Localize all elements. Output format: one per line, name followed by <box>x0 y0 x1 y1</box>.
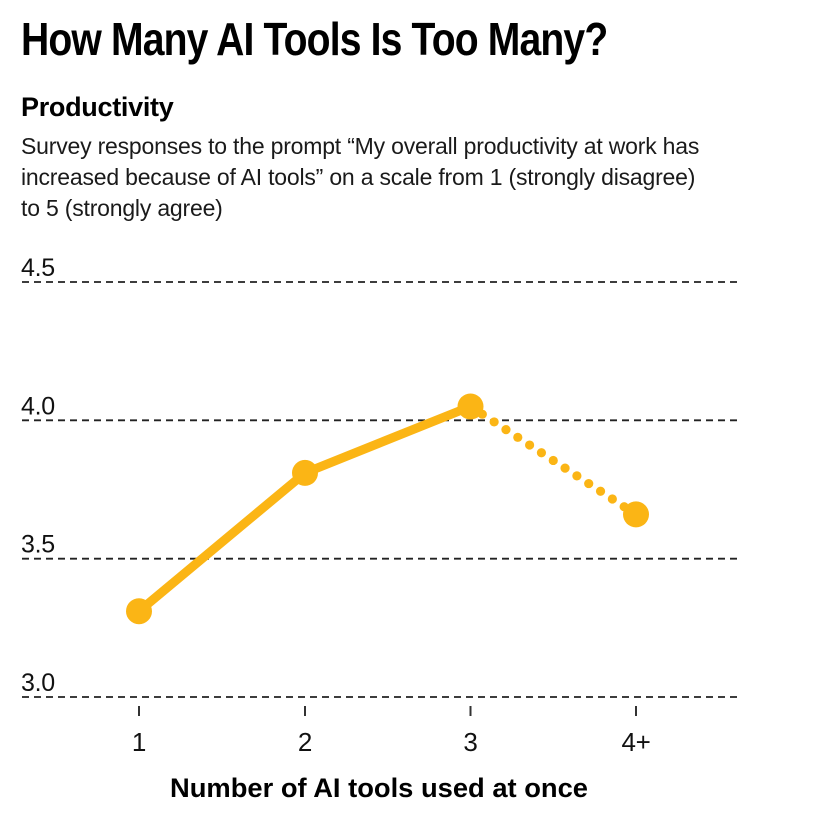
chart-subtitle: Productivity <box>21 92 174 122</box>
description-line: Survey responses to the prompt “My overa… <box>21 133 700 159</box>
line-series-solid <box>134 402 475 616</box>
dotted-segment-dot <box>525 440 535 450</box>
x-axis-title: Number of AI tools used at once <box>170 773 588 803</box>
dotted-segment-dot <box>513 432 523 442</box>
line-chart: 4.5 4.0 3.5 3.0 1 2 3 4+ Number of AI tools used… <box>21 254 737 803</box>
chart-description: Survey responses to the prompt “My overa… <box>21 131 699 224</box>
dotted-segment-dot <box>501 425 511 435</box>
data-point <box>126 598 152 625</box>
dotted-segment-dot <box>584 478 594 489</box>
y-tick-label: 4.5 <box>21 254 55 282</box>
description-line: increased because of AI tools” on a scal… <box>21 164 696 190</box>
y-tick-label: 3.5 <box>21 531 55 559</box>
page-title: How Many AI Tools Is Too Many? <box>21 13 608 65</box>
dotted-segment-dot <box>489 417 499 427</box>
data-point <box>292 459 318 486</box>
dotted-segment-dot <box>607 494 617 504</box>
x-tick-label: 1 <box>132 727 146 757</box>
dotted-segment-dot <box>572 471 582 481</box>
description-line: to 5 (strongly agree) <box>21 195 223 221</box>
y-tick-label: 4.0 <box>21 392 55 420</box>
plot-area: 4.5 4.0 3.5 3.0 1 2 3 4+ Number of AI tools used… <box>0 245 826 820</box>
dotted-segment-dot <box>595 486 606 496</box>
x-tick-label: 3 <box>463 727 477 757</box>
x-tick-label: 2 <box>298 727 312 757</box>
y-tick-label: 3.0 <box>21 669 55 697</box>
x-tick-label: 4+ <box>621 727 650 757</box>
data-point <box>623 501 649 528</box>
dotted-segment-dot <box>536 448 547 458</box>
dotted-segment-dot <box>560 463 570 473</box>
data-point <box>457 393 484 420</box>
dotted-segment-dot <box>548 455 558 466</box>
